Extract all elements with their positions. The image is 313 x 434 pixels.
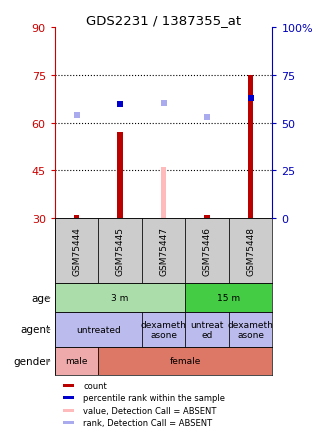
Text: gender: gender — [13, 356, 50, 366]
Text: rank, Detection Call = ABSENT: rank, Detection Call = ABSENT — [83, 418, 212, 427]
Text: GSM75445: GSM75445 — [115, 227, 125, 276]
Bar — [64, 396, 74, 400]
Text: male: male — [65, 357, 88, 365]
Text: GSM75448: GSM75448 — [246, 227, 255, 276]
Text: agent: agent — [20, 325, 50, 335]
Bar — [117, 133, 123, 218]
Bar — [98, 347, 272, 375]
Bar — [55, 347, 98, 375]
Text: GSM75444: GSM75444 — [72, 227, 81, 276]
Bar — [64, 384, 74, 387]
Bar — [185, 218, 229, 284]
Text: 3 m: 3 m — [111, 293, 129, 302]
Title: GDS2231 / 1387355_at: GDS2231 / 1387355_at — [86, 14, 241, 27]
Bar — [204, 216, 210, 218]
Bar — [229, 312, 272, 347]
Bar — [55, 312, 142, 347]
Bar — [185, 284, 272, 312]
Text: 15 m: 15 m — [217, 293, 240, 302]
Bar — [248, 76, 253, 218]
Text: percentile rank within the sample: percentile rank within the sample — [83, 394, 225, 402]
Text: count: count — [83, 381, 107, 390]
Text: female: female — [170, 357, 201, 365]
Bar — [185, 312, 229, 347]
Text: untreat
ed: untreat ed — [190, 320, 224, 339]
Text: GSM75447: GSM75447 — [159, 227, 168, 276]
Bar — [142, 312, 185, 347]
Text: dexameth
asone: dexameth asone — [141, 320, 187, 339]
Bar — [64, 421, 74, 424]
Bar — [161, 168, 166, 218]
Text: GSM75446: GSM75446 — [203, 227, 212, 276]
Text: dexameth
asone: dexameth asone — [228, 320, 274, 339]
Bar — [55, 218, 98, 284]
Bar — [142, 218, 185, 284]
Bar — [55, 284, 185, 312]
Bar — [98, 218, 142, 284]
Bar — [74, 216, 79, 218]
Text: age: age — [31, 293, 50, 303]
Bar — [229, 218, 272, 284]
Text: value, Detection Call = ABSENT: value, Detection Call = ABSENT — [83, 406, 216, 415]
Text: untreated: untreated — [76, 325, 121, 334]
Bar — [64, 409, 74, 412]
